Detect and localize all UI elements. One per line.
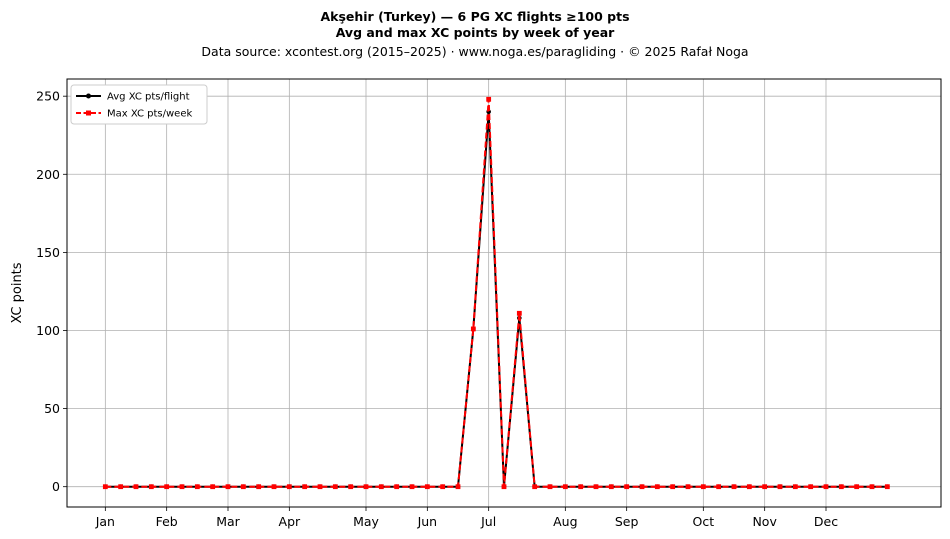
max-point: [562, 484, 568, 490]
max-point: [685, 484, 691, 490]
max-point: [808, 484, 814, 490]
y-tick-label: 150: [36, 245, 60, 260]
y-tick-label: 200: [36, 167, 60, 182]
max-point: [210, 484, 216, 490]
plot-frame: [66, 78, 942, 508]
max-point: [133, 484, 139, 490]
x-tick-label: Aug: [553, 514, 577, 529]
x-tick-label: Jan: [95, 514, 115, 529]
max-point: [838, 484, 844, 490]
max-point: [470, 326, 476, 332]
max-point: [194, 484, 200, 490]
max-point: [332, 484, 338, 490]
x-tick-label: Nov: [752, 514, 777, 529]
legend-marker-avg: [86, 93, 91, 99]
x-tick-label: Jul: [480, 514, 496, 529]
max-point: [884, 484, 890, 490]
max-point: [486, 96, 492, 102]
max-point: [455, 484, 461, 490]
x-tick-label: Feb: [156, 514, 178, 529]
x-tick-label: Sep: [615, 514, 639, 529]
y-tick-label: 50: [44, 401, 60, 416]
max-point: [762, 484, 768, 490]
series-layer: [102, 96, 890, 490]
max-point: [608, 484, 614, 490]
legend-marker-max: [86, 110, 91, 116]
max-point: [179, 484, 185, 490]
max-point: [424, 484, 430, 490]
max-point: [102, 484, 108, 490]
legend-label-max: Max XC pts/week: [107, 109, 192, 120]
max-point: [225, 484, 231, 490]
max-point: [317, 484, 323, 490]
max-point: [302, 484, 308, 490]
chart-source: Data source: xcontest.org (2015–2025) · …: [201, 44, 748, 59]
max-point: [164, 484, 170, 490]
max-point: [271, 484, 277, 490]
max-point: [716, 484, 722, 490]
max-point: [118, 484, 124, 490]
max-point: [256, 484, 262, 490]
max-point: [854, 484, 860, 490]
series-line-1: [105, 98, 888, 488]
y-tick-label: 250: [36, 89, 60, 104]
y-axis: 0 50 100 150 200 250: [36, 89, 67, 494]
max-point: [639, 484, 645, 490]
max-point: [547, 484, 553, 490]
legend-label-avg: Avg XC pts/flight: [107, 92, 190, 103]
max-point: [731, 484, 737, 490]
max-point: [869, 484, 875, 490]
legend: Avg XC pts/flight Max XC pts/week: [70, 84, 208, 125]
max-point: [746, 484, 752, 490]
max-point: [348, 484, 354, 490]
x-tick-label: Jun: [417, 514, 438, 529]
max-point: [654, 484, 660, 490]
max-point: [823, 484, 829, 490]
legend-box: [70, 84, 208, 125]
x-tick-label: Oct: [693, 514, 715, 529]
max-point: [516, 310, 522, 316]
x-tick-label: Dec: [814, 514, 838, 529]
max-point: [792, 484, 798, 490]
x-tick-label: Apr: [279, 514, 301, 529]
y-axis-label: XC points: [10, 262, 25, 323]
y-tick-label: 100: [36, 323, 60, 338]
max-point: [394, 484, 400, 490]
max-point: [363, 484, 369, 490]
max-point: [700, 484, 706, 490]
max-point: [286, 484, 292, 490]
max-point: [578, 484, 584, 490]
max-point: [532, 484, 538, 490]
max-point: [501, 484, 507, 490]
x-axis: Jan Feb Mar Apr May Jun Jul Aug Sep Oct Nov Dec: [95, 507, 838, 529]
x-tick-label: Mar: [216, 514, 240, 529]
max-point: [240, 484, 246, 490]
x-tick-label: May: [353, 514, 379, 529]
max-point: [593, 484, 599, 490]
chart-title: Akşehir (Turkey) — 6 PG XC flights ≥100 …: [320, 9, 629, 24]
chart-subtitle: Avg and max XC points by week of year: [336, 25, 615, 40]
max-point: [624, 484, 630, 490]
max-point: [378, 484, 384, 490]
max-point: [777, 484, 783, 490]
max-point: [148, 484, 154, 490]
max-point: [670, 484, 676, 490]
y-tick-label: 0: [52, 479, 60, 494]
max-point: [440, 484, 446, 490]
grid: [67, 79, 941, 507]
max-point: [409, 484, 415, 490]
